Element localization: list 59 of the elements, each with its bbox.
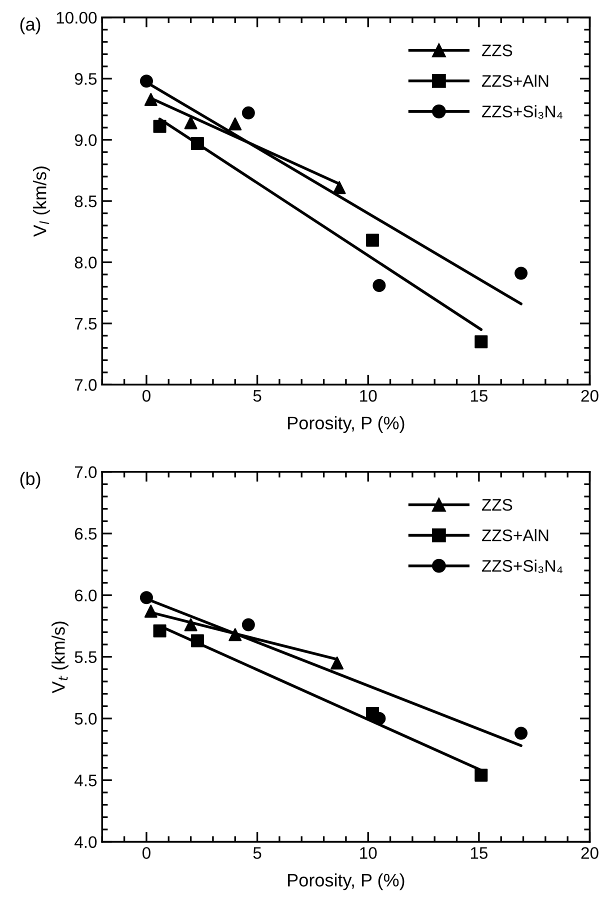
y-tick-label: 9.0 (74, 134, 97, 146)
point (228, 117, 242, 130)
text: (b) (20, 472, 40, 489)
point (184, 116, 198, 130)
y-tick-label: 4.5 (74, 774, 97, 786)
y-tick-label: 5.0 (74, 712, 97, 725)
legend-label: ZZS+Si₃N₄ (482, 105, 562, 119)
y-tick-label: 6.0 (74, 590, 97, 602)
point (144, 604, 158, 618)
x-tick-label: 10 (360, 847, 377, 859)
x-tick-label: 10 (360, 390, 377, 402)
y-tick-label: 8.5 (74, 195, 97, 208)
x-axis-title: Porosity, P (%) (288, 416, 404, 433)
point (366, 234, 380, 247)
legend-label: ZZS (482, 498, 512, 511)
y-tick-label: 10.00 (56, 12, 97, 24)
y-axis-title: V$_{l}$ (km/s) (33, 166, 50, 237)
x-tick-label: 20 (581, 847, 598, 859)
point (190, 634, 204, 648)
point (474, 335, 488, 348)
x-tick-label: 5 (253, 390, 262, 402)
y-tick-label: 7.0 (74, 379, 97, 391)
legend-label: ZZS+Si₃N₄ (482, 560, 562, 574)
point (153, 120, 166, 133)
point (242, 618, 255, 632)
y-axis-title: V$_{t}$ (km/s) (52, 622, 68, 694)
legend-label: ZZS+AlN (482, 529, 548, 542)
y-tick-label: 7.5 (74, 318, 97, 330)
text: (a) (20, 17, 40, 34)
y-tick-label: 5.5 (74, 651, 97, 664)
point (190, 137, 204, 150)
y-tick-label: 8.0 (74, 256, 97, 268)
x-tick-label: 0 (142, 390, 150, 402)
point (514, 266, 528, 280)
point (474, 768, 488, 782)
point (140, 74, 153, 88)
x-tick-label: 5 (253, 847, 262, 859)
point (372, 712, 386, 725)
x-tick-label: 15 (470, 847, 488, 859)
x-tick-label: 20 (581, 390, 598, 402)
point (514, 726, 528, 740)
y-tick-label: 6.5 (74, 528, 97, 540)
x-axis-title: Porosity, P (%) (288, 873, 404, 890)
point (144, 92, 158, 106)
legend-label: ZZS+AlN (482, 74, 548, 87)
point (332, 181, 346, 194)
point (330, 656, 344, 670)
y-tick-label: 4.0 (74, 836, 97, 848)
point (184, 618, 198, 632)
point (153, 624, 166, 638)
x-tick-label: 0 (142, 847, 150, 859)
point (140, 591, 153, 604)
legend-label: ZZS (482, 44, 512, 56)
x-tick-label: 15 (470, 390, 488, 402)
y-tick-label: 9.5 (74, 73, 97, 85)
point (228, 628, 242, 642)
point (372, 278, 386, 292)
point (242, 106, 255, 120)
y-tick-label: 7.0 (74, 466, 97, 478)
